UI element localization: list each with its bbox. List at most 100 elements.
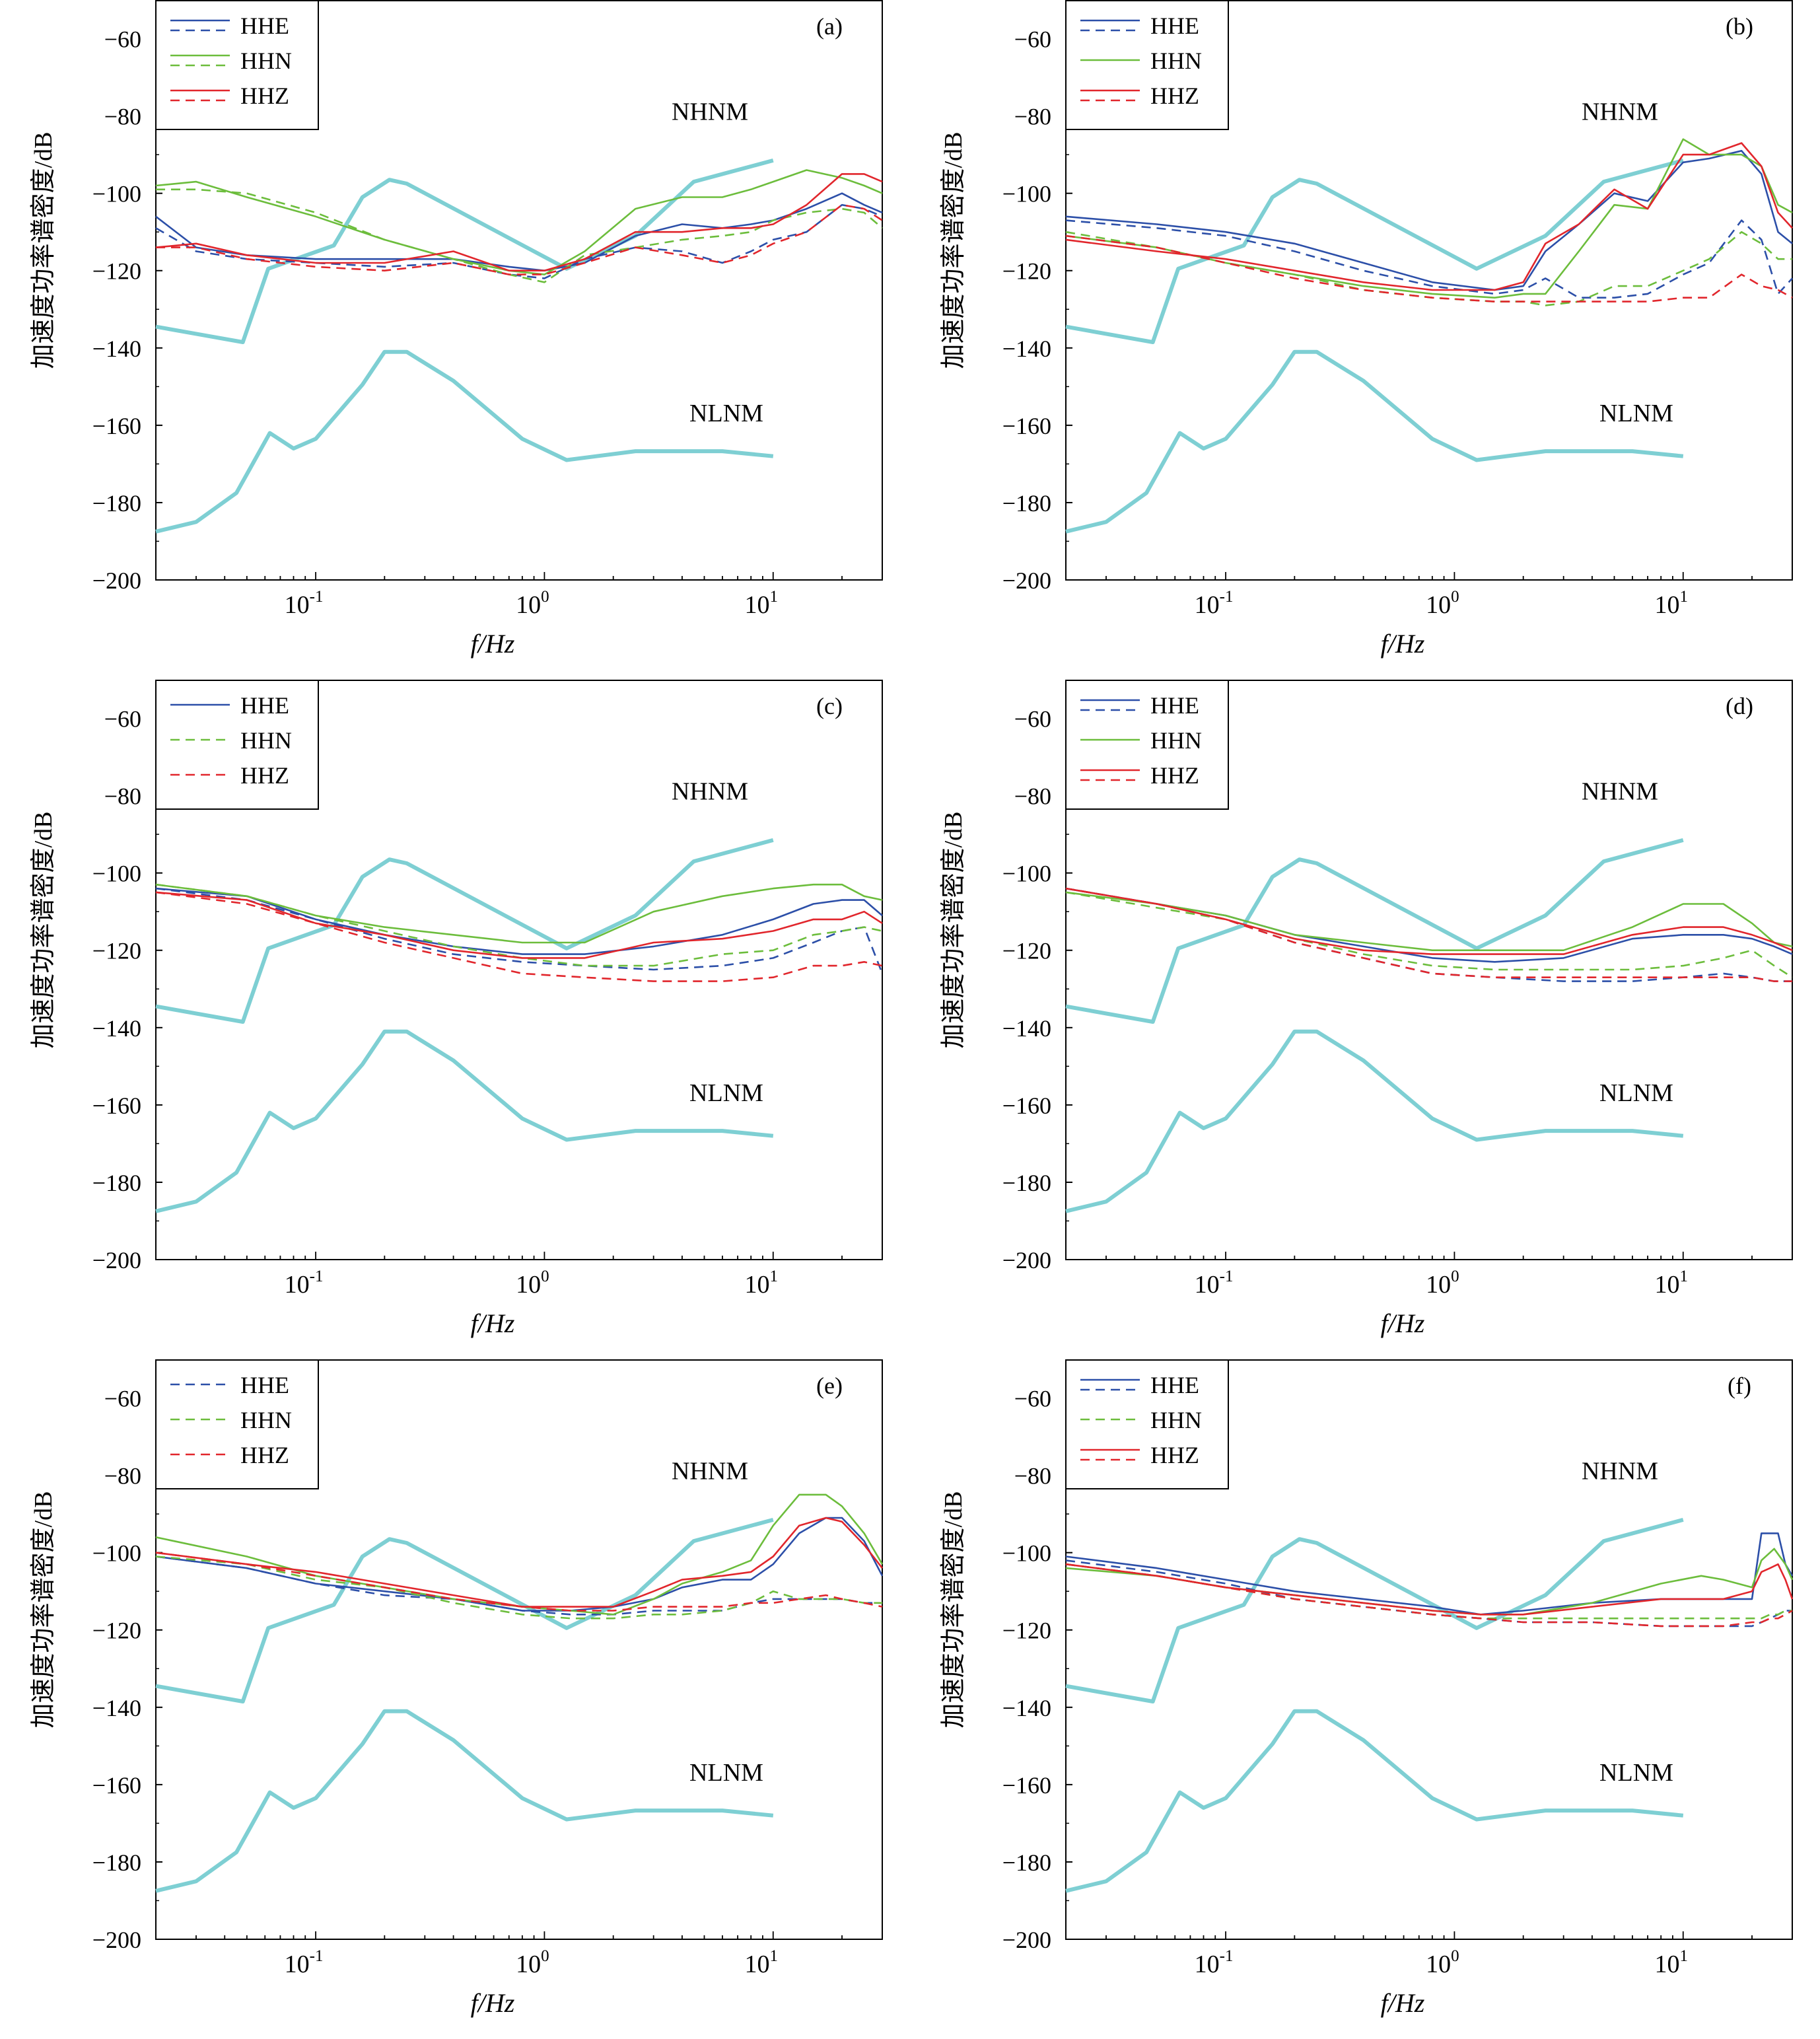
y-tick-label: −60 — [1014, 1386, 1051, 1412]
chart-panel-b: −60 −80 −100 −120 −140 −160 −180 −200 10-1 100 101… — [910, 0, 1820, 680]
x-tick-label: 10-1 — [1195, 1268, 1234, 1299]
legend-label-hhz: HHZ — [240, 83, 289, 109]
y-tick-label: −120 — [1002, 258, 1051, 285]
y-tick-label: −160 — [92, 1772, 141, 1799]
y-tick-label: −180 — [1002, 490, 1051, 517]
y-axis-label: 加速度功率谱密度/dB — [940, 1491, 967, 1729]
series-line-hhe-solid — [1065, 150, 1793, 291]
plot-frame — [1065, 0, 1793, 581]
nhnm-reference-curve — [155, 159, 774, 344]
series-line-hhz-dashed — [155, 891, 883, 982]
y-tick-label: −140 — [1002, 1695, 1051, 1721]
y-tick-label: −160 — [92, 413, 141, 439]
x-axis-label: f/Hz — [471, 1308, 515, 1338]
series-line-hhz-dashed — [156, 203, 883, 275]
legend-label-hhn: HHN — [240, 1407, 292, 1433]
nlnm-label: NLNM — [689, 1759, 763, 1787]
nhnm-label: NHNM — [672, 1457, 748, 1485]
y-tick-label: −100 — [1002, 1540, 1051, 1567]
y-tick-label: −120 — [92, 258, 141, 285]
x-axis-label: f/Hz — [471, 629, 515, 659]
nlnm-label: NLNM — [689, 1079, 763, 1107]
legend-label-hhn: HHN — [1150, 48, 1202, 74]
y-tick-label: −100 — [92, 861, 141, 887]
legend-label-hhn: HHN — [1150, 727, 1202, 754]
x-tick-label: 10-1 — [285, 1947, 324, 1978]
plot-frame — [1065, 680, 1793, 1260]
chart-svg: −60 −80 −100 −120 −140 −160 −180 −200 10-1 100 101… — [30, 680, 884, 1338]
y-axis-label: 加速度功率谱密度/dB — [30, 812, 57, 1049]
series-line-hhn-solid — [155, 883, 883, 944]
y-axis-label: 加速度功率谱密度/dB — [30, 132, 57, 369]
series-line-hhz-solid — [1065, 1563, 1794, 1616]
nlnm-label: NLNM — [1599, 1759, 1673, 1787]
panel-label: (b) — [1726, 13, 1753, 40]
y-tick-label: −160 — [1002, 413, 1051, 439]
chart-panel-d: −60 −80 −100 −120 −140 −160 −180 −200 10-1 100 101… — [910, 680, 1820, 1359]
y-tick-label: −160 — [1002, 1092, 1051, 1119]
nhnm-reference-curve — [1065, 159, 1684, 344]
legend-label-hhz: HHZ — [1150, 1442, 1199, 1468]
nhnm-reference-curve — [155, 1518, 774, 1703]
x-tick-label: 100 — [516, 1947, 549, 1978]
nlnm-reference-curve — [1065, 1029, 1684, 1213]
x-tick-label: 100 — [516, 588, 549, 619]
legend-label-hhe: HHE — [1150, 692, 1199, 719]
series-line-hhn-dashed — [155, 883, 883, 967]
series-line-hhn-dashed — [156, 188, 883, 283]
y-tick-label: −200 — [1002, 1247, 1051, 1273]
nhnm-label: NHNM — [672, 98, 748, 125]
y-tick-label: −100 — [92, 181, 141, 207]
legend-label-hhn: HHN — [1150, 1407, 1202, 1433]
x-tick-label: 10-1 — [285, 1268, 324, 1299]
chart-panel-c: −60 −80 −100 −120 −140 −160 −180 −200 10-1 100 101… — [0, 680, 910, 1359]
y-tick-label: −180 — [92, 1170, 141, 1196]
series-line-hhz-dashed — [155, 1552, 883, 1612]
y-tick-label: −100 — [1002, 861, 1051, 887]
y-tick-label: −80 — [104, 1463, 141, 1489]
legend-label-hhe: HHE — [1150, 13, 1199, 39]
series-line-hhz-solid — [155, 891, 883, 959]
series-line-hhe-solid — [155, 1517, 884, 1612]
series-line-hhz-solid — [155, 173, 883, 272]
plot-frame — [1065, 1359, 1793, 1940]
y-tick-label: −200 — [92, 567, 141, 594]
legend-box — [155, 1359, 319, 1489]
nlnm-reference-curve — [1065, 1709, 1684, 1893]
series-line-hhz-solid — [1065, 142, 1793, 291]
legend-label-hhz: HHZ — [1150, 83, 1199, 109]
y-tick-label: −80 — [1014, 783, 1051, 810]
chart-svg: −60 −80 −100 −120 −140 −160 −180 −200 10-1 100 101… — [30, 0, 883, 659]
y-tick-label: −140 — [1002, 336, 1051, 362]
nlnm-reference-curve — [1065, 349, 1684, 534]
nlnm-reference-curve — [155, 1709, 774, 1893]
x-axis-label: f/Hz — [1381, 1308, 1425, 1338]
series-line-hhz-dashed — [1065, 887, 1792, 982]
legend-label-hhe: HHE — [240, 13, 289, 39]
y-tick-label: −180 — [92, 1849, 141, 1876]
x-tick-label: 101 — [745, 1268, 779, 1299]
legend-label-hhe: HHE — [1150, 1372, 1199, 1398]
series-line-hhe-dashed — [1065, 219, 1793, 299]
chart-panel-a: −60 −80 −100 −120 −140 −160 −180 −200 10-1 100 101… — [0, 0, 910, 680]
series-line-hhz-dashed — [1065, 1563, 1793, 1628]
nlnm-label: NLNM — [689, 400, 763, 427]
series-line-hhn-dashed — [1065, 231, 1792, 306]
y-axis-label: 加速度功率谱密度/dB — [30, 1491, 57, 1729]
y-tick-label: −80 — [1014, 104, 1051, 130]
x-tick-label: 101 — [1655, 588, 1689, 619]
chart-svg: −60 −80 −100 −120 −140 −160 −180 −200 10-1 100 101… — [940, 0, 1793, 659]
legend-box — [1065, 0, 1229, 130]
y-tick-label: −60 — [104, 706, 141, 733]
y-tick-label: −160 — [92, 1092, 141, 1119]
x-tick-label: 10-1 — [1195, 588, 1234, 619]
series-line-hhz-solid — [155, 1517, 884, 1608]
y-tick-label: −140 — [1002, 1015, 1051, 1042]
legend-box — [1065, 680, 1229, 810]
y-tick-label: −200 — [1002, 1927, 1051, 1953]
legend-label-hhz: HHZ — [240, 1442, 289, 1468]
x-tick-label: 100 — [1426, 1268, 1459, 1299]
legend-label-hhn: HHN — [240, 48, 292, 74]
y-tick-label: −160 — [1002, 1772, 1051, 1799]
legend-label-hhz: HHZ — [1150, 762, 1199, 789]
